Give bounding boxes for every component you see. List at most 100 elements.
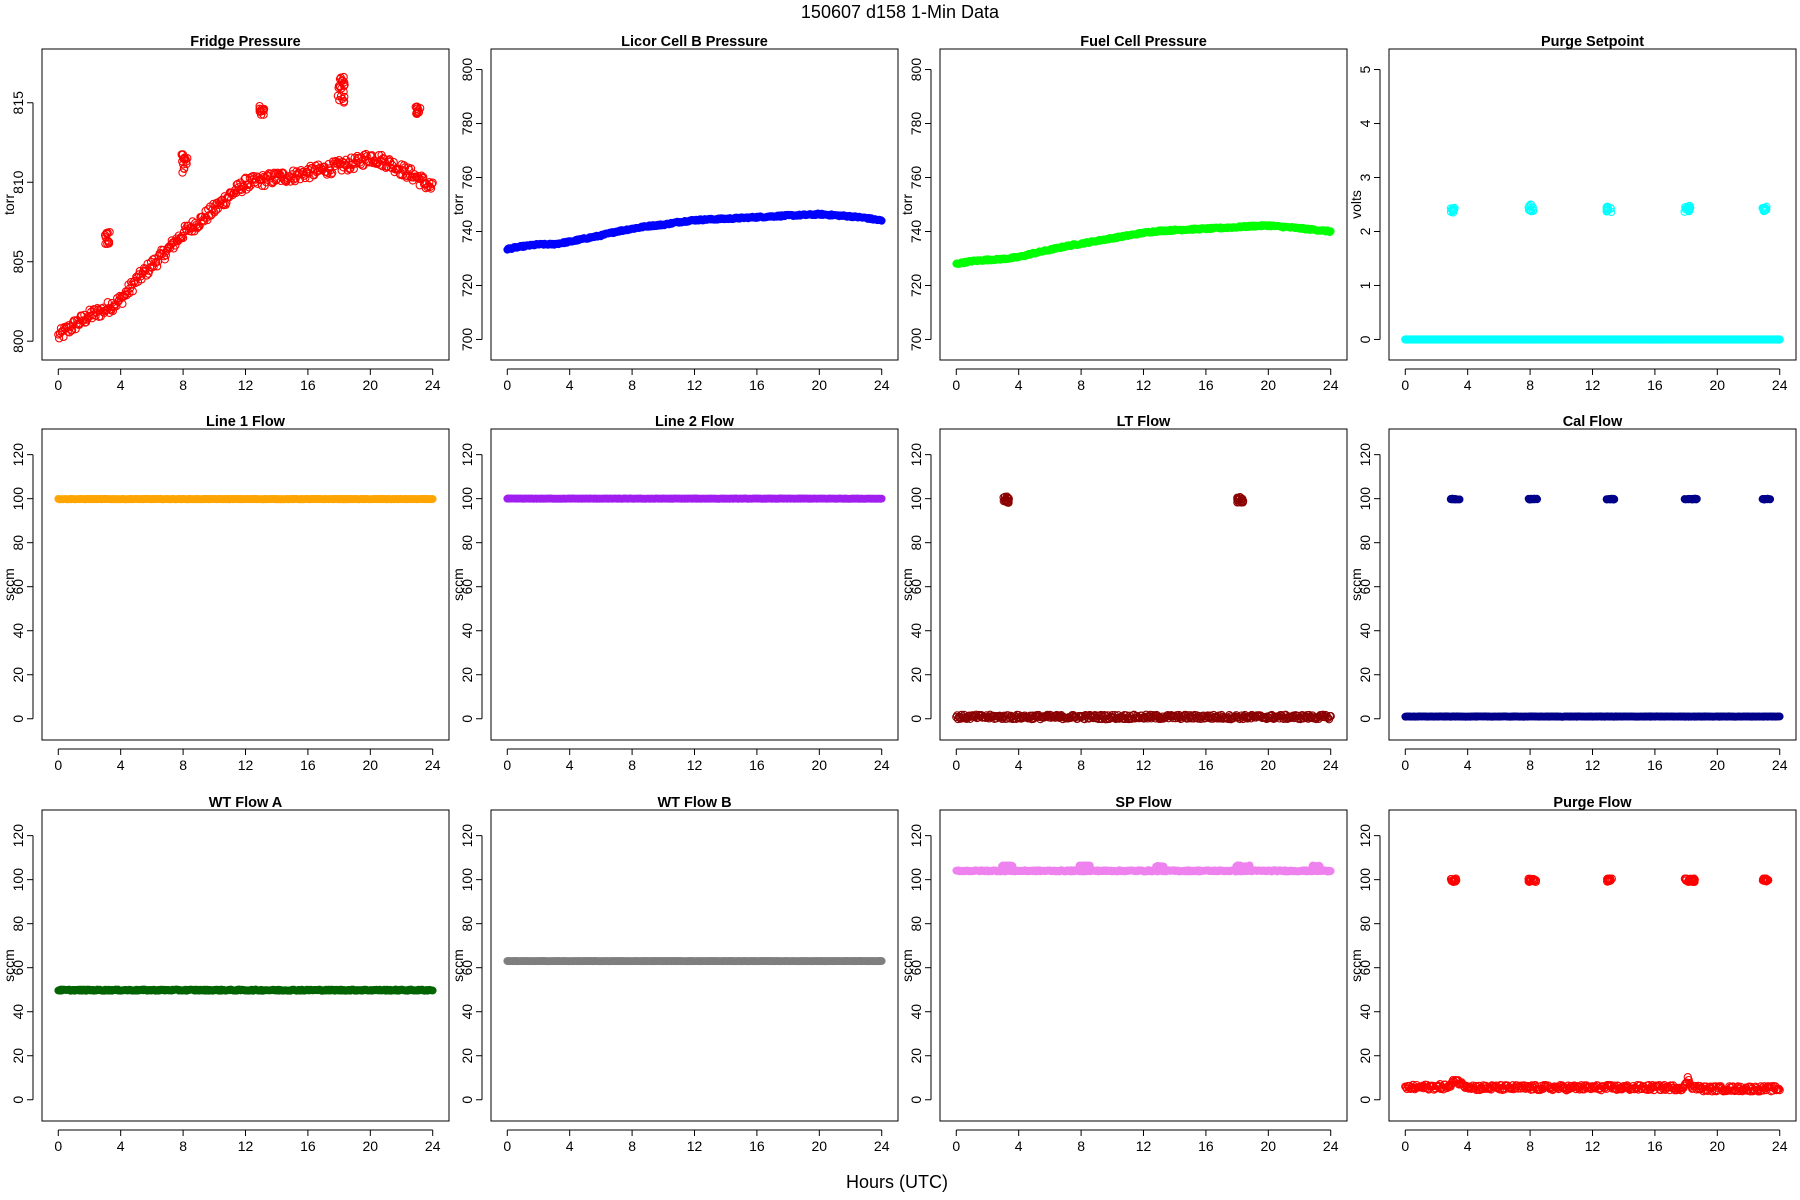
- y-axis-label: torr: [1, 194, 17, 215]
- data-point: [67, 326, 77, 335]
- x-tick-label: 8: [179, 377, 187, 393]
- y-tick-label: 80: [459, 535, 475, 551]
- data-point: [255, 104, 264, 113]
- y-tick-label: 780: [459, 112, 475, 136]
- panel-title: SP Flow: [1115, 795, 1172, 811]
- x-tick-label: 24: [1772, 377, 1788, 393]
- x-tick-label: 4: [1464, 757, 1472, 773]
- panel-title: Cal Flow: [1563, 414, 1623, 430]
- y-tick-label: 0: [908, 715, 924, 723]
- x-tick-label: 8: [1077, 377, 1085, 393]
- panel-title: LT Flow: [1117, 414, 1171, 430]
- data-point: [256, 175, 266, 185]
- data-point: [349, 164, 358, 174]
- y-tick-label: 700: [459, 328, 475, 352]
- y-tick-label: 100: [10, 868, 26, 892]
- x-tick-label: 16: [1647, 377, 1663, 393]
- panel-title: Purge Setpoint: [1541, 34, 1644, 50]
- y-tick-label: 0: [10, 715, 26, 723]
- data-points: [54, 72, 437, 343]
- y-tick-label: 20: [10, 667, 26, 683]
- x-tick-label: 4: [566, 377, 574, 393]
- y-tick-label: 120: [459, 443, 475, 467]
- x-tick-label: 0: [1401, 757, 1409, 773]
- y-tick-label: 100: [1357, 487, 1373, 511]
- y-tick-label: 60: [1357, 579, 1373, 595]
- x-tick-label: 20: [363, 757, 379, 773]
- y-tick-label: 0: [10, 1096, 26, 1104]
- x-tick-label: 20: [812, 377, 828, 393]
- data-point: [1762, 495, 1770, 503]
- x-tick-label: 12: [238, 377, 254, 393]
- y-tick-label: 80: [1357, 535, 1373, 551]
- y-tick-label: 0: [459, 1096, 475, 1104]
- x-axis: 0 4 8 12 16 20 24: [54, 748, 441, 773]
- data-point: [1450, 494, 1459, 503]
- panel-title: Licor Cell B Pressure: [621, 34, 768, 50]
- x-tick-label: 4: [117, 377, 125, 393]
- data-point: [259, 110, 268, 119]
- data-point: [237, 187, 247, 197]
- x-tick-label: 24: [874, 377, 890, 393]
- data-point: [207, 210, 216, 219]
- data-point: [428, 495, 437, 503]
- panel-title: Fuel Cell Pressure: [1080, 34, 1207, 50]
- data-point: [343, 166, 352, 175]
- data-point: [134, 270, 144, 279]
- panel-title: Line 2 Flow: [655, 414, 735, 430]
- x-tick-label: 24: [1323, 757, 1339, 773]
- y-tick-label: 60: [10, 960, 26, 976]
- y-tick-label: 60: [908, 579, 924, 595]
- y-tick-label: 120: [10, 443, 26, 467]
- data-point: [427, 179, 437, 189]
- x-tick-label: 24: [425, 377, 441, 393]
- plot-frame: [939, 48, 1348, 361]
- data-point: [326, 166, 335, 175]
- data-point: [178, 168, 187, 177]
- data-point: [194, 222, 203, 231]
- data-point: [189, 223, 198, 232]
- data-points: [503, 957, 886, 966]
- y-tick-label: 805: [10, 250, 26, 274]
- data-point: [877, 494, 886, 503]
- y-axis-label: torr: [450, 194, 466, 215]
- x-tick-label: 4: [1015, 377, 1023, 393]
- x-tick-label: 12: [1585, 377, 1601, 393]
- y-tick-label: 40: [1357, 623, 1373, 639]
- y-tick-label: 80: [459, 916, 475, 932]
- data-points: [54, 494, 437, 504]
- x-tick-label: 20: [1261, 377, 1277, 393]
- x-tick-label: 24: [425, 757, 441, 773]
- panel-title: WT Flow A: [209, 795, 283, 811]
- x-tick-label: 16: [749, 1138, 765, 1154]
- plot-frame: [1388, 428, 1797, 741]
- x-axis: 0 4 8 12 16 20 24: [503, 1129, 890, 1154]
- data-point: [79, 316, 88, 325]
- x-tick-label: 0: [503, 1138, 511, 1154]
- data-point: [103, 298, 112, 307]
- data-point: [877, 957, 886, 965]
- y-tick-label: 0: [1357, 335, 1373, 343]
- y-tick-label: 80: [10, 535, 26, 551]
- x-tick-label: 0: [503, 757, 511, 773]
- data-point: [128, 287, 137, 296]
- x-tick-label: 8: [628, 377, 636, 393]
- data-point: [405, 165, 414, 175]
- data-point: [428, 178, 437, 187]
- data-points: [1401, 494, 1784, 721]
- x-tick-label: 4: [117, 757, 125, 773]
- x-tick-label: 20: [1710, 377, 1726, 393]
- data-point: [400, 163, 410, 172]
- x-tick-label: 20: [812, 1138, 828, 1154]
- x-tick-label: 24: [425, 1138, 441, 1154]
- figure-title: 150607 d158 1-Min Data: [801, 2, 1000, 22]
